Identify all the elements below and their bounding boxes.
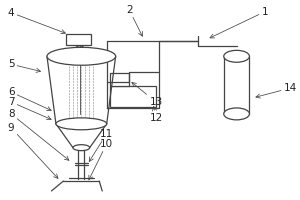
Text: 12: 12 (149, 107, 163, 123)
Text: 10: 10 (89, 139, 113, 180)
Bar (66, 34, 91, 45)
Text: 11: 11 (89, 129, 113, 161)
Text: 1: 1 (210, 7, 268, 38)
Text: 4: 4 (8, 8, 65, 34)
Bar (224, 56, 249, 114)
Text: 6: 6 (8, 87, 51, 111)
Bar (110, 73, 129, 86)
Text: 7: 7 (8, 97, 51, 120)
Bar (232, 51, 241, 54)
Bar (110, 86, 156, 107)
Ellipse shape (224, 108, 249, 120)
Text: 13: 13 (132, 82, 163, 107)
Text: 5: 5 (8, 59, 40, 72)
Ellipse shape (47, 47, 116, 65)
Text: 2: 2 (126, 5, 142, 36)
Text: 9: 9 (8, 123, 58, 178)
Ellipse shape (224, 50, 249, 62)
Ellipse shape (56, 118, 107, 130)
Ellipse shape (73, 145, 90, 151)
Text: 14: 14 (256, 83, 297, 98)
Text: 8: 8 (8, 109, 69, 160)
